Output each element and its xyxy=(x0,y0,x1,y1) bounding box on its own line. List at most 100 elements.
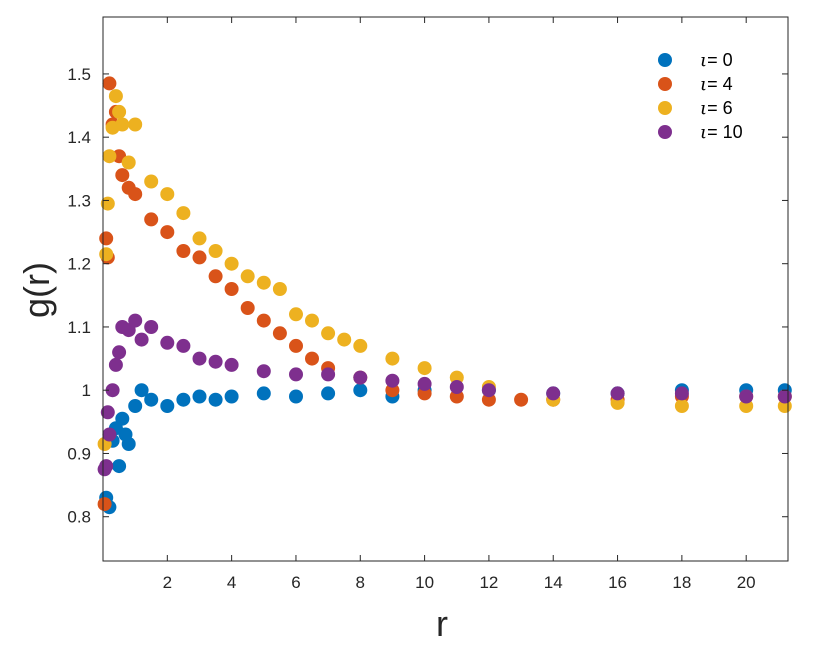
data-point xyxy=(144,212,159,227)
x-tick-label: 20 xyxy=(737,573,756,592)
data-point xyxy=(144,174,159,189)
data-point xyxy=(289,389,303,404)
data-point xyxy=(272,326,287,341)
data-point xyxy=(353,338,368,353)
data-point xyxy=(97,497,112,512)
data-point xyxy=(144,392,159,407)
y-tick-label: 1.1 xyxy=(67,318,91,337)
data-point xyxy=(112,345,127,360)
data-point xyxy=(115,411,130,426)
data-point xyxy=(105,383,120,398)
data-point xyxy=(99,459,114,474)
data-point xyxy=(160,187,175,202)
data-point xyxy=(417,376,432,391)
legend: ι= 0ι= 4ι= 6ι= 10 xyxy=(640,40,770,155)
data-point xyxy=(134,332,149,347)
data-point xyxy=(481,383,496,398)
legend-marker xyxy=(658,125,672,139)
legend-entry-label: ι= 6 xyxy=(700,98,733,119)
data-point xyxy=(240,301,255,315)
x-tick-label: 4 xyxy=(227,573,236,592)
data-point xyxy=(128,399,143,413)
x-tick-label: 14 xyxy=(544,573,563,592)
y-tick-label: 0.8 xyxy=(67,508,91,527)
legend-value: = 4 xyxy=(707,74,733,94)
data-point xyxy=(417,361,432,376)
data-point xyxy=(115,168,130,183)
data-point xyxy=(272,282,287,296)
data-point xyxy=(321,367,336,382)
legend-marker xyxy=(658,77,672,91)
data-point xyxy=(289,338,303,353)
data-point xyxy=(121,155,136,170)
data-point xyxy=(160,399,175,413)
legend-marker xyxy=(658,53,672,67)
legend-value: = 0 xyxy=(707,50,733,70)
x-tick-label: 10 xyxy=(415,573,434,592)
series-3 xyxy=(97,313,792,477)
x-tick-label: 12 xyxy=(479,573,498,592)
data-point xyxy=(385,351,400,366)
data-point xyxy=(289,367,303,382)
legend-iota-symbol: ι xyxy=(700,122,707,143)
legend-marker xyxy=(658,101,672,115)
data-point xyxy=(321,386,336,401)
data-point xyxy=(102,427,117,442)
legend-iota-symbol: ι xyxy=(700,74,707,95)
data-point xyxy=(115,117,130,132)
data-point xyxy=(256,386,271,401)
data-point xyxy=(99,247,114,262)
data-point xyxy=(353,383,368,398)
legend-value: = 10 xyxy=(707,122,743,142)
data-point xyxy=(739,389,754,404)
data-point xyxy=(134,383,149,398)
data-point xyxy=(192,250,207,265)
data-point xyxy=(208,244,223,258)
data-point xyxy=(289,307,303,322)
data-point xyxy=(208,354,223,369)
data-point xyxy=(144,320,159,334)
legend-entry-label: ι= 4 xyxy=(700,74,733,95)
data-point xyxy=(610,386,625,401)
data-points-layer xyxy=(97,76,792,515)
data-point xyxy=(546,386,561,401)
series-2 xyxy=(97,89,792,451)
data-point xyxy=(192,389,207,404)
y-tick-label: 0.9 xyxy=(67,444,91,463)
legend-entry-label: ι= 10 xyxy=(700,122,743,143)
data-point xyxy=(176,206,191,221)
data-point xyxy=(176,338,191,353)
data-point xyxy=(674,386,689,401)
data-point xyxy=(321,326,336,341)
x-tick-label: 16 xyxy=(608,573,627,592)
data-point xyxy=(208,269,223,284)
y-tick-label: 1.5 xyxy=(67,65,91,84)
data-point xyxy=(112,459,127,474)
data-point xyxy=(514,392,529,407)
data-point xyxy=(176,392,191,407)
data-point xyxy=(108,89,123,104)
data-point xyxy=(192,231,207,246)
y-axis-title: g(r) xyxy=(16,262,57,318)
data-point xyxy=(353,370,368,385)
data-point xyxy=(100,405,115,420)
data-point xyxy=(108,357,123,372)
data-point xyxy=(112,104,127,119)
data-point xyxy=(160,335,175,350)
y-tick-label: 1.3 xyxy=(67,191,91,210)
data-point xyxy=(102,149,117,164)
data-point xyxy=(256,364,271,379)
legend-value: = 6 xyxy=(707,98,733,118)
data-point xyxy=(224,256,239,271)
data-point xyxy=(674,399,689,413)
data-point xyxy=(224,357,239,372)
y-tick-label: 1.2 xyxy=(67,255,91,274)
data-point xyxy=(128,117,143,132)
x-axis-title: r xyxy=(436,603,448,644)
data-point xyxy=(777,389,792,404)
data-point xyxy=(305,351,319,366)
data-point xyxy=(305,313,319,328)
y-tick-label: 1.4 xyxy=(67,128,91,147)
y-tick-label: 1 xyxy=(82,381,91,400)
data-point xyxy=(192,351,207,366)
